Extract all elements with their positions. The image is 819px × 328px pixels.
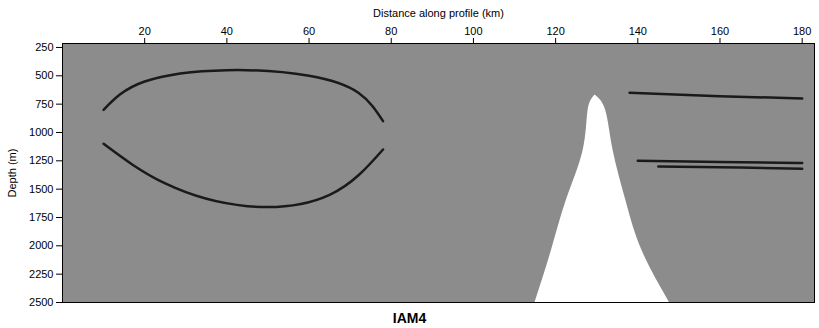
svg-text:Distance along profile (km): Distance along profile (km) [373, 7, 504, 19]
svg-text:1250: 1250 [29, 154, 53, 166]
svg-text:40: 40 [221, 25, 233, 37]
svg-text:180: 180 [793, 25, 811, 37]
html-text:IAM4: IAM4 [392, 310, 427, 326]
svg-text:60: 60 [303, 25, 315, 37]
svg-text:1500: 1500 [29, 183, 53, 195]
svg-text:500: 500 [35, 69, 53, 81]
svg-text:2000: 2000 [29, 239, 53, 251]
svg-text:Depth (m): Depth (m) [6, 149, 18, 198]
svg-text:20: 20 [139, 25, 151, 37]
svg-text:250: 250 [35, 41, 53, 53]
svg-text:1000: 1000 [29, 126, 53, 138]
svg-text:140: 140 [629, 25, 647, 37]
svg-text:160: 160 [711, 25, 729, 37]
svg-text:2250: 2250 [29, 268, 53, 280]
svg-text:100: 100 [464, 25, 482, 37]
svg-text:2500: 2500 [29, 296, 53, 308]
svg-text:750: 750 [35, 98, 53, 110]
svg-text:120: 120 [546, 25, 564, 37]
svg-text:1750: 1750 [29, 211, 53, 223]
svg-text:80: 80 [385, 25, 397, 37]
